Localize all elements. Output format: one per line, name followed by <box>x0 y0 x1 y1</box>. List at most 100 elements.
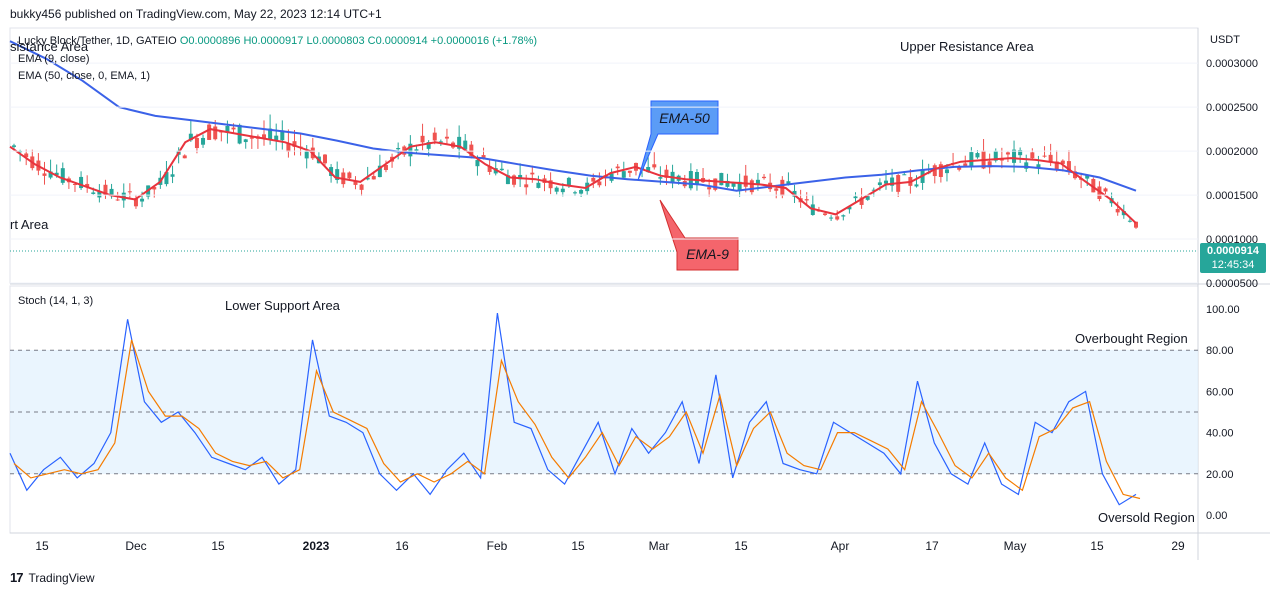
candle-body[interactable] <box>91 192 96 194</box>
candle-body[interactable] <box>786 181 791 184</box>
candle-body[interactable] <box>54 172 59 176</box>
candle-body[interactable] <box>469 144 474 156</box>
candle-body[interactable] <box>1091 178 1096 193</box>
candle-body[interactable] <box>725 180 730 187</box>
candle-body[interactable] <box>615 166 620 169</box>
candle-body[interactable] <box>487 166 492 172</box>
candle-body[interactable] <box>347 172 352 179</box>
candle-body[interactable] <box>280 130 285 141</box>
candle-body[interactable] <box>103 184 108 195</box>
candle-body[interactable] <box>835 216 840 220</box>
candle-body[interactable] <box>804 199 809 201</box>
candle-body[interactable] <box>1121 210 1126 216</box>
candle-body[interactable] <box>597 181 602 186</box>
candle-body[interactable] <box>969 152 974 167</box>
candle-body[interactable] <box>664 169 669 178</box>
candle-body[interactable] <box>1097 186 1102 199</box>
candle-body[interactable] <box>914 184 919 187</box>
candle-body[interactable] <box>1018 150 1023 156</box>
candle-body[interactable] <box>286 143 291 152</box>
candle-body[interactable] <box>591 177 596 182</box>
candle-body[interactable] <box>274 135 279 141</box>
candle-body[interactable] <box>554 187 559 192</box>
candle-body[interactable] <box>1103 188 1108 192</box>
candle-body[interactable] <box>829 217 834 219</box>
candle-body[interactable] <box>749 180 754 193</box>
candle-body[interactable] <box>292 141 297 147</box>
candle-body[interactable] <box>536 182 541 188</box>
candle-body[interactable] <box>560 188 565 193</box>
candle-body[interactable] <box>140 198 145 202</box>
candle-body[interactable] <box>987 161 992 168</box>
candle-body[interactable] <box>1005 152 1010 155</box>
candle-body[interactable] <box>743 175 748 187</box>
candle-body[interactable] <box>975 153 980 158</box>
candle-body[interactable] <box>115 199 120 201</box>
candle-body[interactable] <box>1030 152 1035 159</box>
candle-body[interactable] <box>1060 160 1065 164</box>
candle-body[interactable] <box>713 178 718 190</box>
candle-body[interactable] <box>944 169 949 174</box>
candle-body[interactable] <box>963 163 968 166</box>
candle-body[interactable] <box>262 134 267 139</box>
candle-body[interactable] <box>762 176 767 179</box>
candle-body[interactable] <box>97 191 102 198</box>
legend-stoch[interactable]: Stoch (14, 1, 3) <box>18 295 94 307</box>
candle-body[interactable] <box>707 187 712 190</box>
candle-body[interactable] <box>579 190 584 194</box>
candle-body[interactable] <box>152 187 157 190</box>
candle-body[interactable] <box>1066 161 1071 171</box>
candle-body[interactable] <box>268 128 273 141</box>
legend-ema9[interactable]: EMA (9, close) <box>18 53 90 65</box>
candle-body[interactable] <box>383 165 388 171</box>
candle-body[interactable] <box>719 172 724 186</box>
candle-body[interactable] <box>329 167 334 176</box>
tradingview-logo[interactable]: 17 TradingView <box>10 570 95 585</box>
candle-body[interactable] <box>60 168 65 183</box>
candle-body[interactable] <box>438 141 443 143</box>
candle-body[interactable] <box>694 172 699 185</box>
candle-body[interactable] <box>249 137 254 139</box>
candle-body[interactable] <box>85 183 90 188</box>
candle-body[interactable] <box>432 132 437 141</box>
candle-body[interactable] <box>865 196 870 200</box>
candle-body[interactable] <box>48 171 53 178</box>
candle-body[interactable] <box>518 174 523 180</box>
candle-body[interactable] <box>1048 154 1053 162</box>
candle-body[interactable] <box>1036 164 1041 168</box>
candle-body[interactable] <box>938 164 943 177</box>
candle-body[interactable] <box>457 136 462 149</box>
candle-body[interactable] <box>408 143 413 157</box>
candle-body[interactable] <box>1134 221 1138 228</box>
candle-body[interactable] <box>932 165 937 177</box>
candle-body[interactable] <box>335 169 340 180</box>
candle-body[interactable] <box>646 166 651 173</box>
candle-body[interactable] <box>475 160 480 167</box>
candle-body[interactable] <box>304 151 309 159</box>
candle-body[interactable] <box>188 133 193 141</box>
candle-body[interactable] <box>170 174 175 177</box>
candle-body[interactable] <box>859 197 864 205</box>
candle-body[interactable] <box>731 182 736 187</box>
candle-body[interactable] <box>12 145 16 147</box>
candle-body[interactable] <box>774 188 779 191</box>
candle-body[interactable] <box>902 174 907 176</box>
candle-body[interactable] <box>548 180 553 189</box>
legend-ema50[interactable]: EMA (50, close, 0, EMA, 1) <box>18 70 151 82</box>
candle-body[interactable] <box>621 171 626 178</box>
candle-body[interactable] <box>658 177 663 179</box>
candle-body[interactable] <box>890 177 895 186</box>
candle-body[interactable] <box>72 183 77 185</box>
candle-body[interactable] <box>353 180 358 185</box>
candle-body[interactable] <box>371 176 376 180</box>
candle-body[interactable] <box>877 182 882 186</box>
candle-body[interactable] <box>79 176 84 189</box>
candle-body[interactable] <box>792 190 797 197</box>
candle-body[interactable] <box>359 184 364 190</box>
candle-body[interactable] <box>194 138 199 149</box>
candle-body[interactable] <box>505 175 510 185</box>
candle-body[interactable] <box>1085 175 1090 179</box>
candle-body[interactable] <box>1054 161 1059 170</box>
candle-body[interactable] <box>841 215 846 217</box>
